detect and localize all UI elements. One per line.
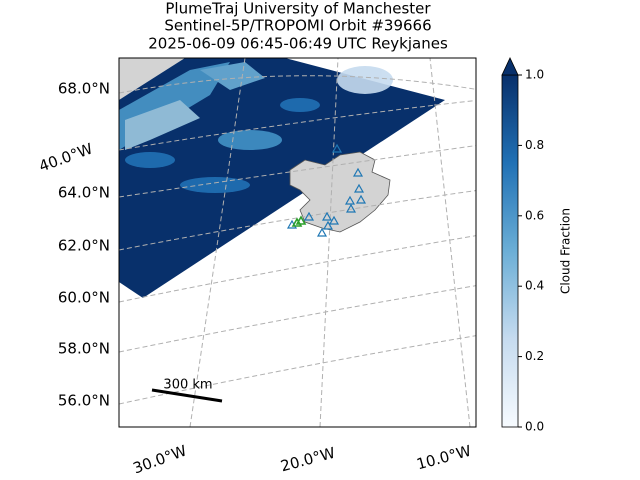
lat-label: 58.0°N — [58, 340, 110, 358]
map-frame — [118, 57, 477, 428]
lat-label: 56.0°N — [58, 392, 110, 410]
colorbar-body — [501, 74, 519, 428]
lon-label: 10.0°W — [415, 442, 474, 474]
colorbar-tick-label: 0.0 — [525, 420, 544, 434]
colorbar: Cloud Fraction 0.0 0.2 0.4 0.6 0.8 1.0 — [501, 57, 573, 434]
volcanoes — [286, 143, 367, 237]
colorbar-tick-label: 0.2 — [525, 349, 544, 363]
norway — [475, 240, 476, 243]
map-area: 300 km — [119, 58, 476, 427]
scale-label: 300 km — [163, 378, 212, 393]
lon-label: 20.0°W — [279, 444, 338, 476]
lat-label: 60.0°N — [58, 289, 110, 307]
iceland — [289, 151, 391, 233]
colorbar-tick-label: 0.6 — [525, 208, 544, 222]
colorbar-tick-label: 0.4 — [525, 279, 544, 293]
colorbar-tick-label: 1.0 — [525, 68, 544, 82]
lon-label: 40.0°W — [37, 139, 96, 175]
title-line: Sentinel-5P/TROPOMI Orbit #39666 — [164, 17, 431, 35]
lat-label: 68.0°N — [58, 80, 110, 98]
title-line: PlumeTraj University of Manchester — [165, 0, 431, 18]
colorbar-tick-label: 0.8 — [525, 138, 544, 152]
colorbar-label: Cloud Fraction — [559, 208, 573, 294]
lat-label: 64.0°N — [58, 184, 110, 202]
graticule — [119, 58, 476, 427]
lat-label: 62.0°N — [58, 237, 110, 255]
colorbar-extend — [501, 57, 519, 76]
lon-label: 30.0°W — [131, 441, 190, 477]
scale-bar — [151, 388, 223, 403]
swath — [119, 58, 445, 298]
clouds — [119, 62, 393, 193]
title-line: 2025-06-09 06:45-06:49 UTC Reykjanes — [148, 35, 448, 53]
